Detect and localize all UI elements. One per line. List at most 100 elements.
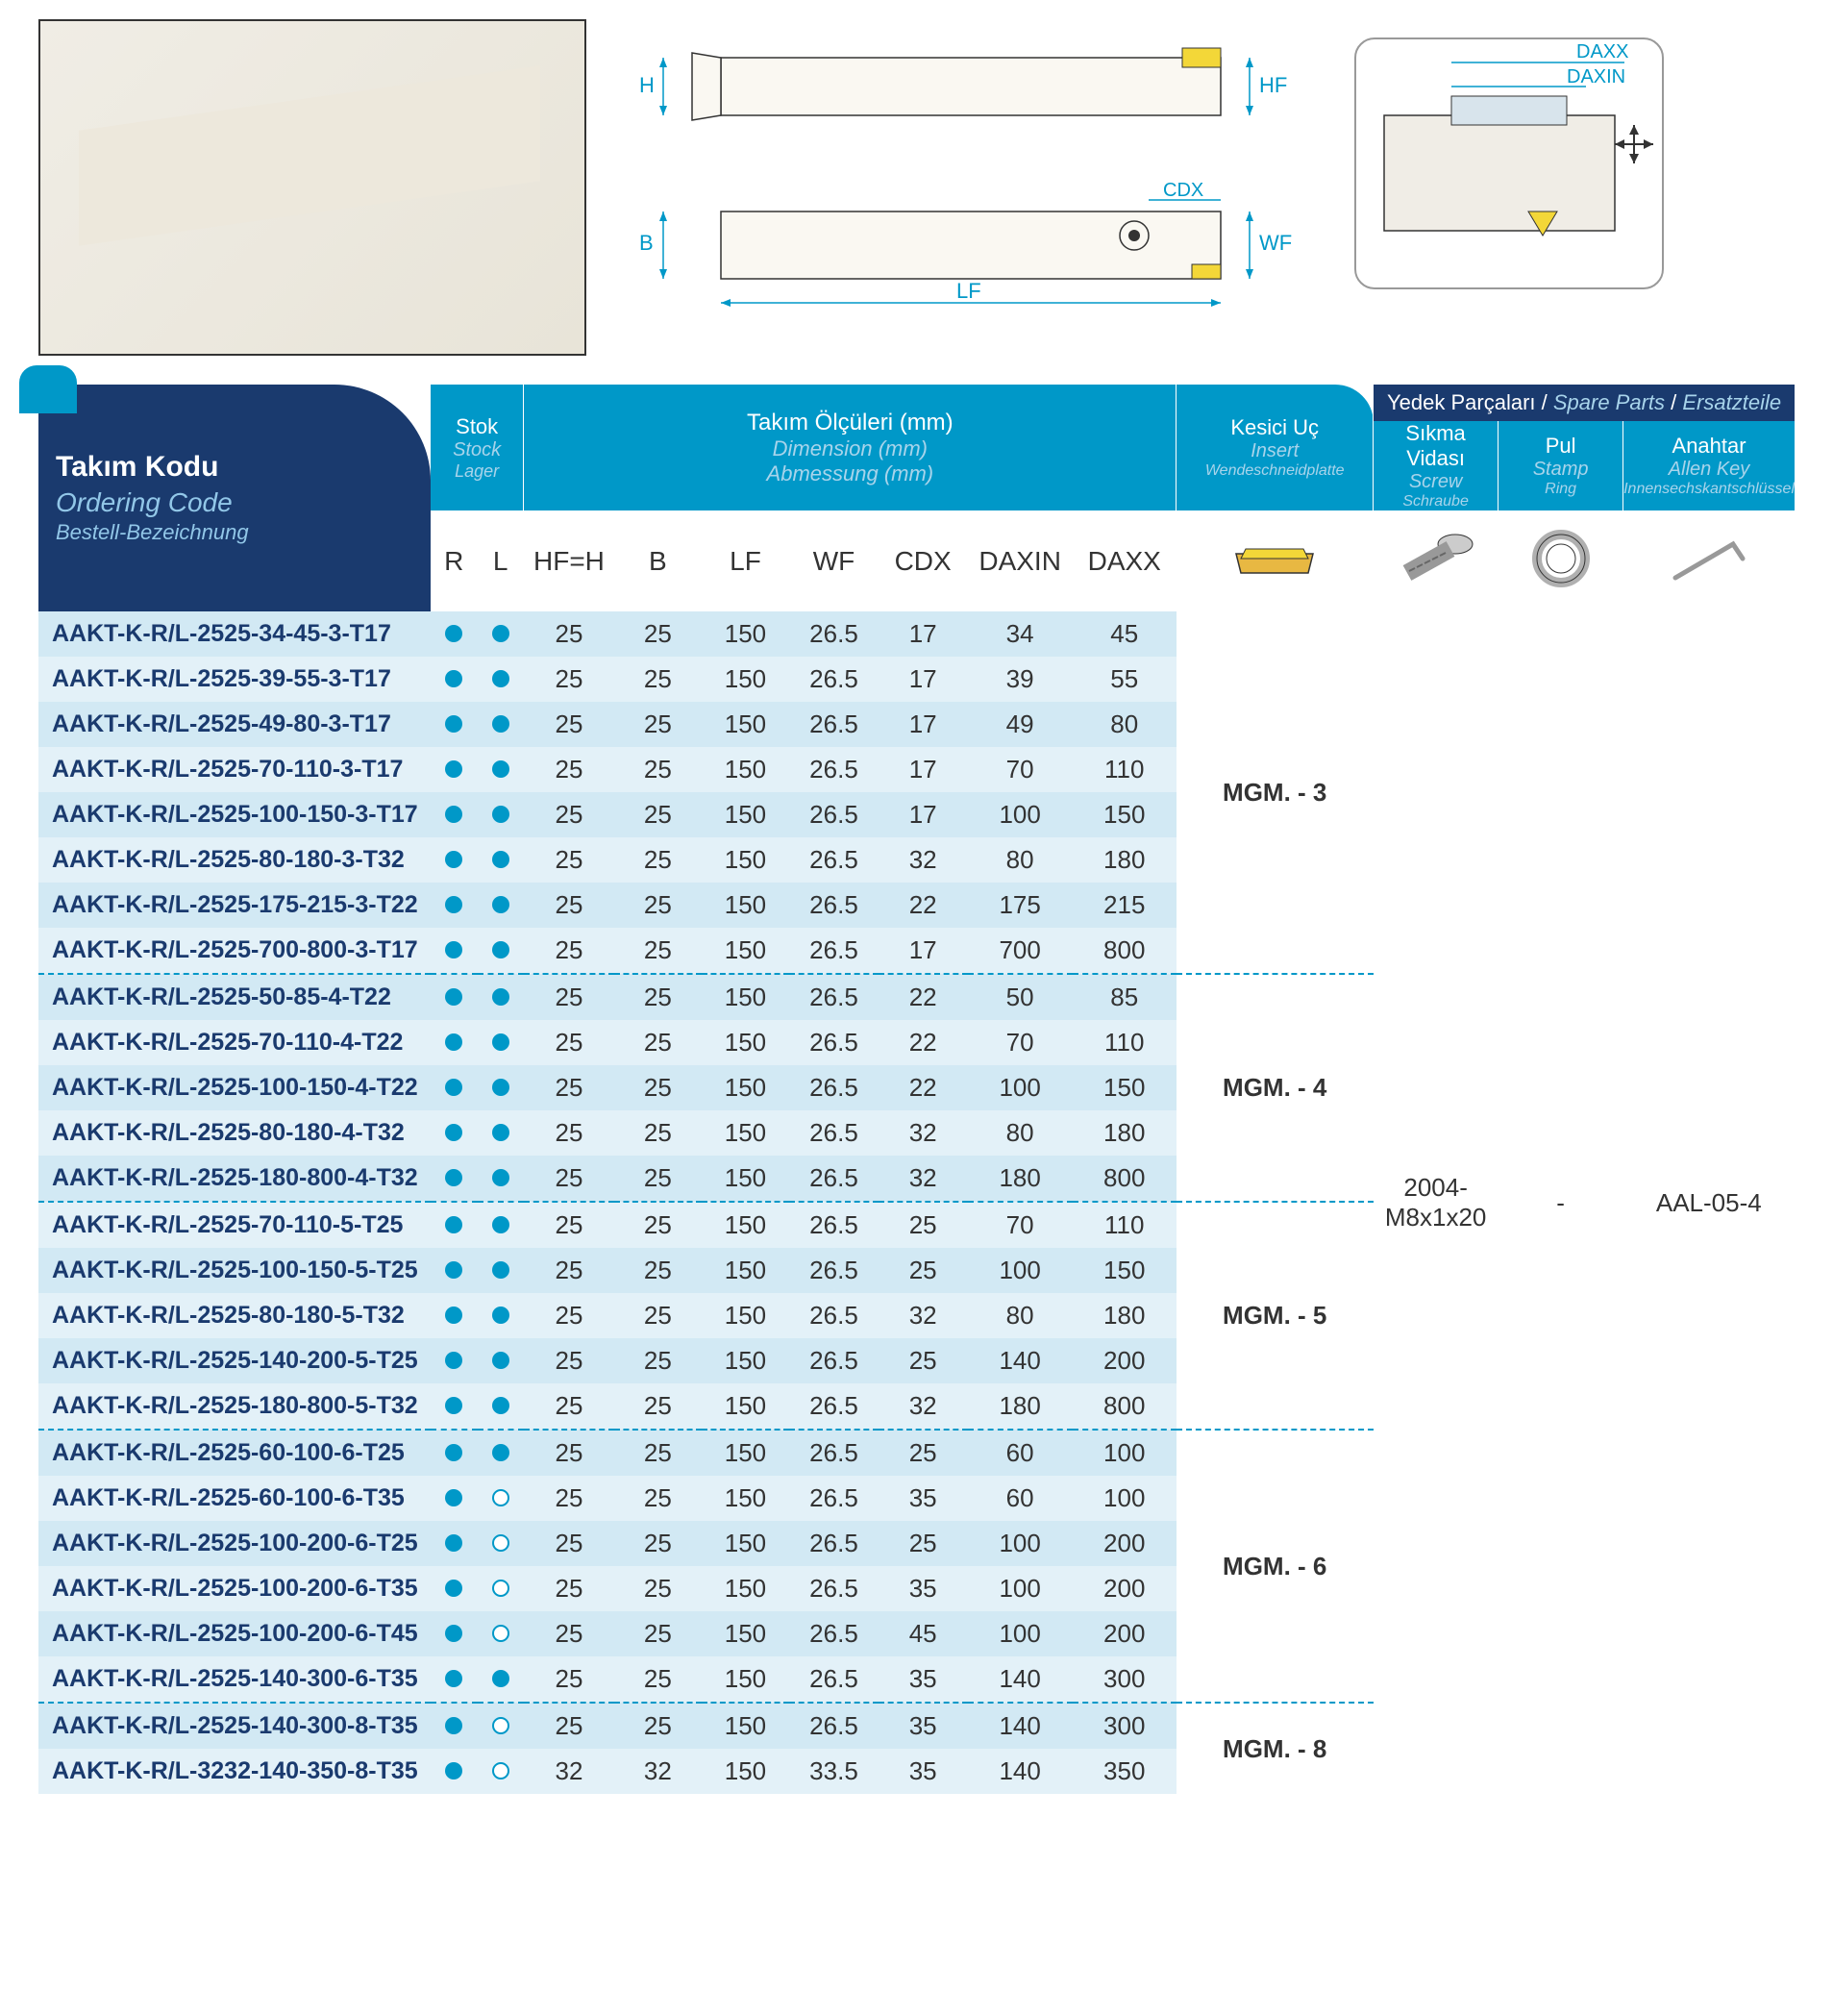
cell-daxx: 110 xyxy=(1073,1020,1177,1065)
cell-cdx: 17 xyxy=(879,611,968,657)
stock-l xyxy=(478,1338,524,1383)
col-r: R xyxy=(431,510,478,611)
ring-header: Pul Stamp Ring xyxy=(1499,421,1623,510)
insert-value: MGM. - 3 xyxy=(1177,611,1374,974)
cell-cdx: 32 xyxy=(879,837,968,883)
cell-b: 25 xyxy=(614,1430,702,1476)
cell-daxin: 180 xyxy=(968,1383,1073,1430)
cell-lf: 150 xyxy=(702,1566,790,1611)
table-wrap: Takım Kodu Ordering Code Bestell-Bezeich… xyxy=(38,385,1795,1794)
stock-dot-filled xyxy=(492,1397,509,1414)
stock-dot-filled xyxy=(492,1033,509,1051)
label-cdx: CDX xyxy=(1163,183,1203,201)
cell-daxin: 100 xyxy=(968,1566,1073,1611)
side-view-drawing: H HF xyxy=(625,19,1298,154)
cell-daxx: 55 xyxy=(1073,657,1177,702)
code-cell: AAKT-K-R/L-2525-39-55-3-T17 xyxy=(38,657,431,702)
spare-parts-header: Yedek Parçaları / Spare Parts / Ersatzte… xyxy=(1374,385,1795,421)
cell-daxin: 140 xyxy=(968,1656,1073,1703)
stock-dot-filled xyxy=(492,1261,509,1279)
stock-l xyxy=(478,1703,524,1749)
stock-dot-empty xyxy=(492,1625,509,1642)
code-cell: AAKT-K-R/L-2525-60-100-6-T25 xyxy=(38,1430,431,1476)
cell-lf: 150 xyxy=(702,657,790,702)
insert-icon xyxy=(1177,510,1374,611)
stock-l xyxy=(478,1430,524,1476)
cell-lf: 150 xyxy=(702,1293,790,1338)
stock-r xyxy=(431,1338,478,1383)
stock-dot-filled xyxy=(445,670,462,687)
stock-dot-filled xyxy=(445,806,462,823)
col-daxin: DAXIN xyxy=(968,510,1073,611)
cell-cdx: 17 xyxy=(879,657,968,702)
stock-r xyxy=(431,883,478,928)
cell-b: 25 xyxy=(614,883,702,928)
insert-value: MGM. - 4 xyxy=(1177,974,1374,1202)
code-cell: AAKT-K-R/L-2525-175-215-3-T22 xyxy=(38,883,431,928)
cell-hf: 25 xyxy=(524,1656,614,1703)
cell-b: 25 xyxy=(614,747,702,792)
spec-table: Takım Kodu Ordering Code Bestell-Bezeich… xyxy=(38,385,1795,1794)
stock-dot-filled xyxy=(445,851,462,868)
cell-b: 25 xyxy=(614,1110,702,1156)
cell-daxx: 85 xyxy=(1073,974,1177,1020)
cell-hf: 25 xyxy=(524,837,614,883)
cell-cdx: 45 xyxy=(879,1611,968,1656)
cell-b: 25 xyxy=(614,1566,702,1611)
stock-dot-filled xyxy=(492,1169,509,1186)
cell-b: 25 xyxy=(614,928,702,974)
cell-hf: 25 xyxy=(524,1521,614,1566)
cell-wf: 26.5 xyxy=(789,1611,878,1656)
stock-dot-filled xyxy=(492,1670,509,1687)
cell-cdx: 22 xyxy=(879,1065,968,1110)
cell-daxin: 70 xyxy=(968,1020,1073,1065)
cell-daxx: 45 xyxy=(1073,611,1177,657)
stock-dot-filled xyxy=(445,1397,462,1414)
stock-dot-filled xyxy=(492,625,509,642)
stock-r xyxy=(431,611,478,657)
cell-lf: 150 xyxy=(702,1476,790,1521)
col-hf: HF=H xyxy=(524,510,614,611)
cell-wf: 33.5 xyxy=(789,1749,878,1794)
col-b: B xyxy=(614,510,702,611)
cell-cdx: 22 xyxy=(879,1020,968,1065)
detail-drawing: DAXX DAXIN xyxy=(1336,19,1682,308)
stock-l xyxy=(478,747,524,792)
stock-r xyxy=(431,1202,478,1248)
cell-lf: 150 xyxy=(702,1703,790,1749)
stock-r xyxy=(431,974,478,1020)
dimensions-header: Takım Ölçüleri (mm) Dimension (mm) Abmes… xyxy=(524,385,1177,510)
stock-dot-filled xyxy=(492,1307,509,1324)
stock-dot-filled xyxy=(445,1489,462,1506)
insert-value: MGM. - 8 xyxy=(1177,1703,1374,1794)
cell-wf: 26.5 xyxy=(789,1293,878,1338)
stock-l xyxy=(478,1383,524,1430)
stock-l xyxy=(478,1656,524,1703)
stock-l xyxy=(478,702,524,747)
cell-hf: 25 xyxy=(524,657,614,702)
cell-hf: 25 xyxy=(524,1703,614,1749)
code-cell: AAKT-K-R/L-2525-70-110-3-T17 xyxy=(38,747,431,792)
stock-r xyxy=(431,1293,478,1338)
stock-dot-filled xyxy=(492,806,509,823)
stock-r xyxy=(431,1656,478,1703)
stock-dot-filled xyxy=(445,715,462,733)
label-lf: LF xyxy=(956,279,981,303)
cell-wf: 26.5 xyxy=(789,837,878,883)
cell-daxin: 140 xyxy=(968,1749,1073,1794)
cell-b: 25 xyxy=(614,1611,702,1656)
cell-wf: 26.5 xyxy=(789,1566,878,1611)
key-header: Anahtar Allen Key Innensechskantschlüsse… xyxy=(1623,421,1795,510)
code-cell: AAKT-K-R/L-2525-180-800-5-T32 xyxy=(38,1383,431,1430)
stock-l xyxy=(478,1156,524,1202)
cell-wf: 26.5 xyxy=(789,1156,878,1202)
screw-value: 2004-M8x1x20 xyxy=(1374,611,1499,1794)
cell-lf: 150 xyxy=(702,1065,790,1110)
stock-dot-filled xyxy=(445,1124,462,1141)
cell-daxx: 300 xyxy=(1073,1703,1177,1749)
code-cell: AAKT-K-R/L-2525-180-800-4-T32 xyxy=(38,1156,431,1202)
table-row: AAKT-K-R/L-2525-34-45-3-T17252515026.517… xyxy=(38,611,1795,657)
code-cell: AAKT-K-R/L-2525-60-100-6-T35 xyxy=(38,1476,431,1521)
cell-cdx: 25 xyxy=(879,1248,968,1293)
stock-l xyxy=(478,928,524,974)
